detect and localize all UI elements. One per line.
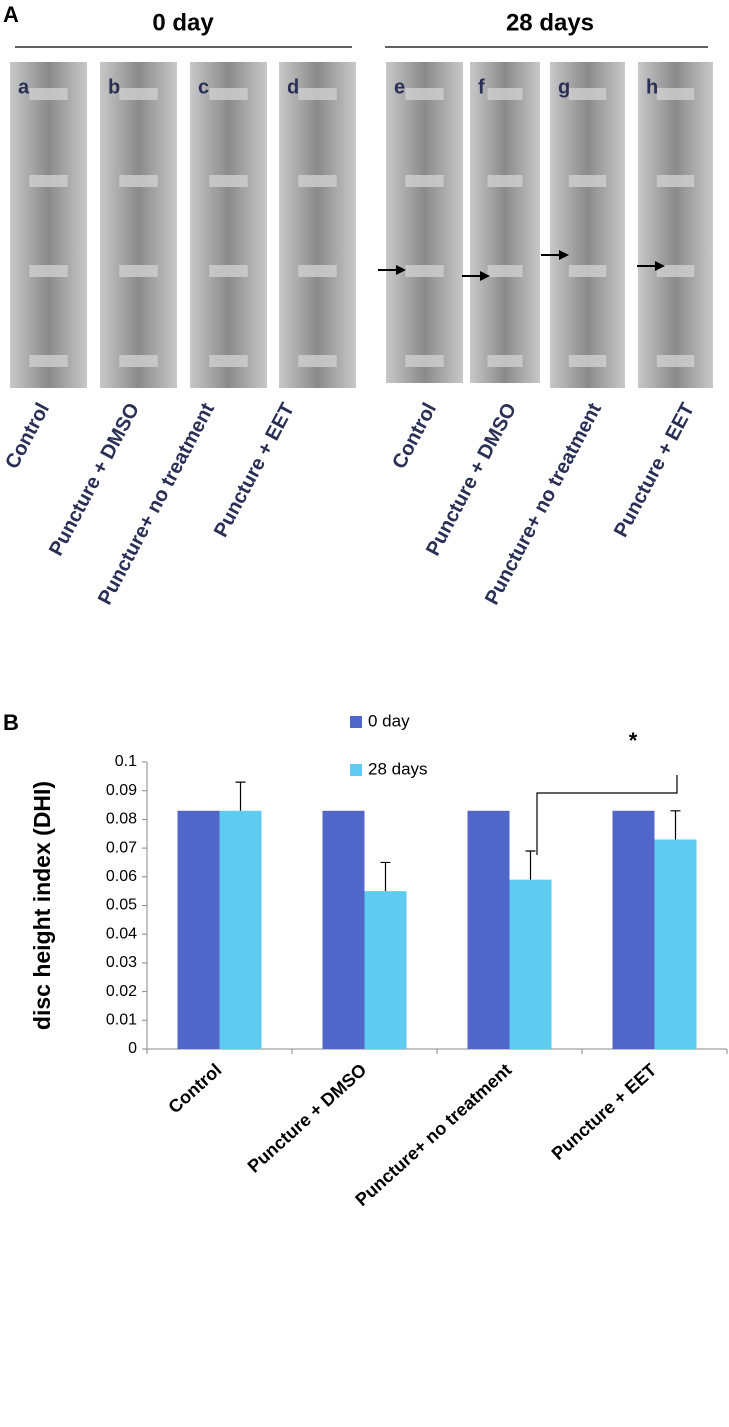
y-tick-label: 0.06 <box>106 868 137 885</box>
arrow-head <box>655 261 665 271</box>
xray-image <box>279 62 356 388</box>
y-tick-label: 0 <box>128 1040 137 1057</box>
panel-label: A <box>3 2 19 27</box>
x-tick-label: Control <box>164 1060 225 1118</box>
image-letter: e <box>394 76 405 98</box>
disc-space <box>119 355 158 367</box>
disc-space <box>568 175 607 187</box>
image-caption: Puncture + EET <box>610 399 699 540</box>
bar <box>364 891 407 1049</box>
legend-swatch <box>350 716 362 728</box>
disc-space <box>487 88 523 100</box>
disc-space <box>29 355 68 367</box>
error-bar <box>525 850 536 880</box>
x-tick-label: Puncture + EET <box>548 1060 661 1164</box>
disc-space <box>656 175 695 187</box>
image-letter: h <box>646 76 658 98</box>
disc-space <box>568 355 607 367</box>
arrow-head <box>396 265 406 275</box>
bar <box>177 810 220 1049</box>
xray-image <box>470 62 540 383</box>
bar <box>612 810 655 1049</box>
group-title: 28 days <box>506 9 594 36</box>
legend-swatch <box>350 764 362 776</box>
bar <box>509 879 552 1049</box>
disc-space <box>209 175 248 187</box>
bar <box>467 810 510 1049</box>
image-caption: Puncture + DMSO <box>422 399 521 559</box>
xray-image <box>638 62 713 388</box>
image-letter: a <box>18 76 30 98</box>
y-tick-label: 0.08 <box>106 811 137 828</box>
y-tick-label: 0.01 <box>106 1012 137 1029</box>
y-tick-label: 0.07 <box>106 839 137 856</box>
y-tick-label: 0.09 <box>106 782 137 799</box>
x-tick-label: Puncture + DMSO <box>244 1060 371 1177</box>
disc-space <box>568 265 607 277</box>
error-bar <box>235 781 246 811</box>
y-axis-title: disc height index (DHI) <box>29 781 55 1030</box>
error-bar <box>380 861 391 892</box>
disc-space <box>656 265 695 277</box>
disc-space <box>298 265 337 277</box>
disc-space <box>656 355 695 367</box>
disc-space <box>209 88 248 100</box>
image-letter: c <box>198 76 209 98</box>
disc-space <box>487 265 523 277</box>
disc-space <box>29 175 68 187</box>
x-tick-label: Puncture+ no treatment <box>351 1060 515 1210</box>
image-caption: Control <box>388 399 441 472</box>
panel-label: B <box>3 710 19 735</box>
bar <box>654 839 697 1049</box>
image-caption: Puncture + EET <box>210 399 299 540</box>
y-tick-label: 0.02 <box>106 983 137 1000</box>
disc-space <box>298 355 337 367</box>
disc-space <box>298 175 337 187</box>
legend-label: 28 days <box>368 759 428 778</box>
disc-space <box>209 265 248 277</box>
disc-space <box>405 175 444 187</box>
disc-space <box>209 355 248 367</box>
y-tick-label: 0.03 <box>106 954 137 971</box>
disc-space <box>29 265 68 277</box>
legend-label: 0 day <box>368 711 410 730</box>
image-letter: b <box>108 76 120 98</box>
group-title: 0 day <box>152 9 214 36</box>
image-caption: Control <box>1 399 54 472</box>
arrow-head <box>559 250 569 260</box>
disc-space <box>29 88 68 100</box>
disc-space <box>119 265 158 277</box>
xray-image <box>190 62 267 388</box>
error-bar <box>670 810 681 840</box>
y-tick-label: 0.1 <box>115 753 137 770</box>
image-letter: d <box>287 76 299 98</box>
disc-space <box>487 355 523 367</box>
disc-space <box>405 265 444 277</box>
disc-space <box>405 88 444 100</box>
y-tick-label: 0.04 <box>106 925 137 942</box>
disc-space <box>405 355 444 367</box>
image-letter: g <box>558 76 570 98</box>
disc-space <box>568 88 607 100</box>
disc-space <box>119 88 158 100</box>
arrow-head <box>480 271 490 281</box>
xray-image <box>10 62 87 388</box>
disc-space <box>487 175 523 187</box>
y-tick-label: 0.05 <box>106 897 137 914</box>
bar <box>322 810 365 1049</box>
significance-bracket <box>536 775 678 855</box>
bar <box>219 810 262 1049</box>
xray-image <box>550 62 625 388</box>
disc-space <box>298 88 337 100</box>
significance-star: * <box>629 728 638 753</box>
image-letter: f <box>478 76 485 98</box>
disc-space <box>119 175 158 187</box>
disc-space <box>656 88 695 100</box>
xray-image <box>100 62 177 388</box>
xray-image <box>386 62 463 383</box>
